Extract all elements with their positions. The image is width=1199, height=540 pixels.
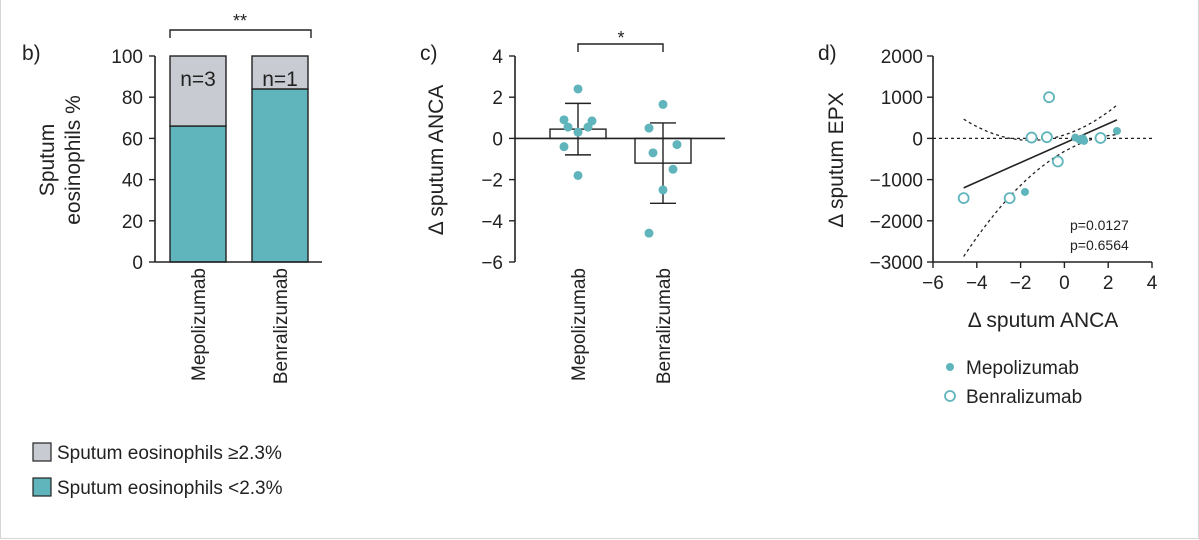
- x-tick-label-d: 4: [1147, 273, 1158, 294]
- panel-label-d: d): [818, 42, 837, 65]
- legend-label-low: Sputum eosinophils <2.3%: [57, 478, 283, 499]
- legend-marker-mepolizumab: [946, 363, 954, 371]
- data-point-mepolizumab: [559, 115, 569, 125]
- legend-marker-benralizumab: [944, 390, 956, 402]
- y-tick-label-d: −2000: [870, 212, 923, 233]
- data-point-benralizumab: [658, 99, 668, 109]
- data-point-benralizumab: [658, 185, 668, 195]
- y-tick-label-b: 100: [111, 47, 143, 68]
- data-point-mepolizumab: [573, 170, 583, 180]
- data-point-benralizumab: [644, 123, 654, 133]
- y-axis-label-c: Δ sputum ANCA: [425, 85, 448, 236]
- data-point-mepolizumab: [583, 122, 593, 132]
- panel-c: c) Δ sputum ANCA −6 −4 −2 0 2 4 * Mepolizumab…: [420, 28, 725, 384]
- confidence-band-upper: [963, 104, 1118, 141]
- bar-high-mepolizumab: [169, 55, 227, 127]
- x-tick-label-b: Benralizumab: [271, 268, 292, 384]
- x-tick-label-d: −6: [922, 273, 944, 294]
- significance-bracket-c: [577, 43, 664, 52]
- bar-low-benralizumab: [251, 88, 309, 263]
- x-tick-label-c: Mepolizumab: [569, 268, 590, 381]
- y-tick-label-d: −3000: [870, 253, 923, 274]
- legend-label-mepolizumab: Mepolizumab: [966, 358, 1079, 379]
- scatter-point-benralizumab: [1025, 131, 1038, 144]
- bar-count-label: n=3: [180, 68, 216, 91]
- regression-line: [963, 119, 1118, 189]
- y-tick-label-c: 2: [492, 88, 503, 109]
- y-axis-label-line1: Sputum: [36, 124, 59, 196]
- bar-count-label: n=1: [262, 68, 298, 91]
- y-axis-label-line2: eosinophils %: [62, 95, 85, 225]
- significance-stars-b: **: [233, 11, 247, 31]
- x-tick-label-d: 2: [1103, 273, 1114, 294]
- y-tick-label-c: 4: [492, 47, 503, 68]
- data-point-mepolizumab: [563, 122, 573, 132]
- significance-bracket-b: [169, 29, 312, 38]
- x-tick-label-d: −2: [1010, 273, 1032, 294]
- panel-d: d) Δ sputum EPX Δ sputum ANCA −3000 −2000…: [818, 42, 1158, 408]
- y-tick-label-b: 0: [132, 253, 143, 274]
- legend-swatch-high: [32, 442, 52, 462]
- legend-swatch-low: [32, 477, 52, 497]
- scatter-point-benralizumab: [1094, 132, 1107, 144]
- x-tick-label-d: 0: [1059, 273, 1070, 294]
- scatter-point-benralizumab: [1043, 91, 1055, 104]
- data-point-benralizumab: [644, 228, 654, 238]
- scatter-point-benralizumab: [957, 192, 970, 205]
- scatter-point-benralizumab: [1040, 131, 1053, 144]
- panel-label-b: b): [22, 42, 41, 65]
- p-value-1: p=0.0127: [1070, 217, 1129, 233]
- y-tick-label-b: 40: [122, 171, 143, 192]
- significance-star-c: *: [617, 28, 624, 48]
- confidence-band-lower: [963, 133, 1118, 257]
- y-tick-label-b: 80: [122, 88, 143, 109]
- y-tick-label-b: 20: [122, 212, 143, 233]
- data-point-mepolizumab: [573, 84, 583, 94]
- data-point-benralizumab: [668, 164, 678, 174]
- x-axis-label-d: Δ sputum ANCA: [968, 309, 1119, 332]
- scatter-point-mepolizumab: [1080, 136, 1089, 145]
- y-axis-label-d: Δ sputum EPX: [825, 92, 848, 227]
- y-tick-label-b: 60: [122, 129, 143, 150]
- x-tick-label-c: Benralizumab: [654, 268, 675, 384]
- scatter-point-mepolizumab: [1020, 187, 1029, 196]
- y-tick-label-c: 0: [492, 129, 503, 150]
- y-tick-label-c: −2: [481, 171, 503, 192]
- y-tick-label-d: 1000: [881, 88, 923, 109]
- y-tick-label-c: −4: [481, 212, 503, 233]
- panel-label-c: c): [420, 42, 438, 65]
- y-tick-label-d: 2000: [881, 47, 923, 68]
- scatter-point-mepolizumab: [1112, 126, 1121, 135]
- bar-low-mepolizumab: [169, 125, 227, 263]
- scatter-point-benralizumab: [1003, 192, 1016, 205]
- legend-label-benralizumab: Benralizumab: [966, 387, 1082, 408]
- panel-b: b) Sputum eosinophils % 0 20 40 60 80 100 n=3…: [22, 11, 322, 499]
- data-point-benralizumab: [672, 140, 682, 150]
- x-tick-label-b: Mepolizumab: [189, 268, 210, 381]
- y-tick-label-d: −1000: [870, 171, 923, 192]
- scatter-point-benralizumab: [1051, 155, 1064, 168]
- data-point-mepolizumab: [559, 142, 569, 152]
- data-point-benralizumab: [648, 148, 658, 158]
- data-point-mepolizumab: [573, 127, 583, 137]
- p-value-2: p=0.6564: [1070, 237, 1129, 253]
- x-tick-label-d: −4: [966, 273, 988, 294]
- y-tick-label-c: −6: [481, 253, 503, 274]
- y-tick-label-d: 0: [912, 129, 923, 150]
- legend-label-high: Sputum eosinophils ≥2.3%: [57, 443, 282, 464]
- bar-high-benralizumab: [251, 55, 309, 90]
